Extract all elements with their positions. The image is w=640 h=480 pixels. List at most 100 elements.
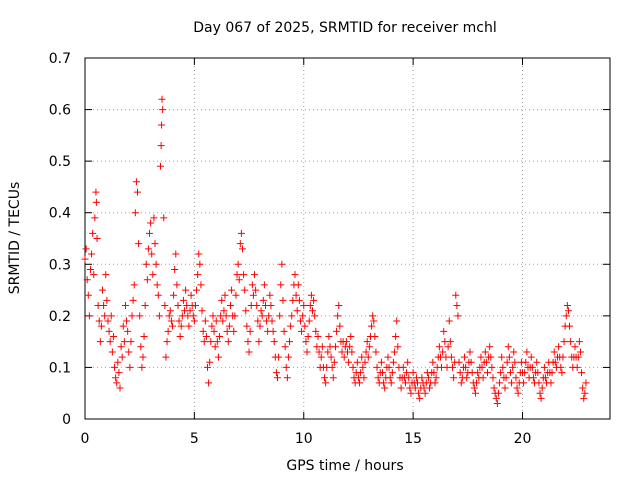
data-point xyxy=(342,338,350,346)
data-point xyxy=(426,384,434,392)
data-point xyxy=(257,307,265,315)
data-point xyxy=(166,307,174,315)
data-point xyxy=(89,229,97,237)
data-point xyxy=(248,281,256,289)
data-point xyxy=(452,291,460,299)
data-point xyxy=(225,322,233,330)
data-point xyxy=(389,358,397,366)
data-point xyxy=(521,369,529,377)
data-point xyxy=(198,307,206,315)
data-point xyxy=(513,384,521,392)
data-point xyxy=(509,363,517,371)
data-point xyxy=(118,353,126,361)
data-point xyxy=(226,302,234,310)
data-point xyxy=(132,178,140,186)
data-point xyxy=(143,276,151,284)
data-point xyxy=(312,327,320,335)
data-point xyxy=(213,338,221,346)
data-point xyxy=(302,338,310,346)
data-point xyxy=(560,338,568,346)
data-point xyxy=(88,250,96,258)
data-point xyxy=(486,343,494,351)
data-point xyxy=(300,302,308,310)
data-point xyxy=(199,327,207,335)
x-tick-label: 15 xyxy=(404,431,422,447)
data-point xyxy=(239,245,246,253)
data-point xyxy=(151,240,159,248)
y-tick-label: 0.5 xyxy=(49,154,71,170)
data-point xyxy=(288,312,296,320)
data-point xyxy=(127,338,135,346)
data-point xyxy=(494,389,502,397)
data-point xyxy=(121,302,129,310)
data-point xyxy=(385,363,393,371)
data-point xyxy=(307,291,315,299)
data-point xyxy=(272,369,280,377)
data-point xyxy=(487,353,495,361)
data-point xyxy=(206,358,214,366)
data-point xyxy=(415,389,423,397)
data-point xyxy=(156,162,164,170)
data-point xyxy=(92,188,100,196)
data-point xyxy=(259,296,267,304)
data-point xyxy=(237,229,245,237)
data-point xyxy=(481,348,489,356)
data-point xyxy=(231,312,239,320)
data-point xyxy=(461,353,469,361)
data-point xyxy=(505,353,513,361)
data-point xyxy=(96,338,104,346)
data-point xyxy=(392,332,400,340)
data-point xyxy=(511,358,519,366)
data-point xyxy=(578,369,586,377)
x-tick-label: 20 xyxy=(514,431,532,447)
data-point xyxy=(126,363,134,371)
data-point xyxy=(240,271,248,279)
data-point xyxy=(148,250,156,258)
data-point xyxy=(473,379,481,387)
data-point xyxy=(430,369,438,377)
data-point xyxy=(266,291,274,299)
data-point xyxy=(291,271,299,279)
data-point xyxy=(564,307,572,315)
data-point xyxy=(541,374,549,382)
data-point xyxy=(84,291,92,299)
data-point xyxy=(115,369,123,377)
data-point xyxy=(95,317,103,325)
data-point xyxy=(489,374,497,382)
data-point xyxy=(330,358,338,366)
data-point xyxy=(305,317,313,325)
data-point xyxy=(207,338,215,346)
data-point xyxy=(204,363,211,371)
data-point xyxy=(523,348,531,356)
data-point xyxy=(295,296,303,304)
data-point xyxy=(107,312,115,320)
data-point xyxy=(360,374,368,382)
data-point xyxy=(361,358,369,366)
data-point xyxy=(424,374,432,382)
data-point xyxy=(471,389,479,397)
data-point xyxy=(190,317,198,325)
data-point xyxy=(100,302,108,310)
data-point xyxy=(388,369,396,377)
data-point xyxy=(369,312,377,320)
data-point xyxy=(233,271,241,279)
data-point xyxy=(358,353,366,361)
data-point xyxy=(403,369,411,377)
data-point xyxy=(520,379,528,387)
x-axis-label: GPS time / hours xyxy=(286,458,403,474)
y-tick-label: 0 xyxy=(62,412,71,428)
data-point xyxy=(232,291,240,299)
data-point xyxy=(321,374,329,382)
data-point xyxy=(446,338,454,346)
data-point xyxy=(514,389,522,397)
data-point xyxy=(92,198,100,206)
data-point xyxy=(372,348,380,356)
data-point xyxy=(176,332,184,340)
data-point xyxy=(345,358,353,366)
data-point xyxy=(252,286,260,294)
data-point xyxy=(535,379,543,387)
data-points xyxy=(81,95,590,408)
data-point xyxy=(130,281,138,289)
data-point xyxy=(391,348,399,356)
